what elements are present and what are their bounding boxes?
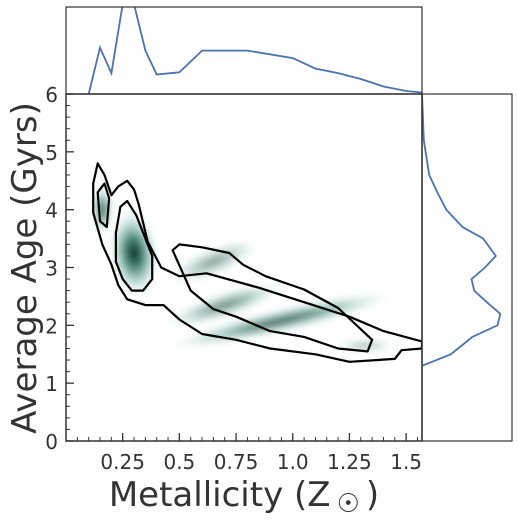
- x-axis-title: Metallicity (Z ☉): [109, 475, 379, 519]
- contour-inner-a: [96, 182, 111, 229]
- y-tick-label: 3: [45, 257, 58, 281]
- y-tick-label: 0: [45, 430, 58, 454]
- y-tick-label: 1: [45, 372, 58, 396]
- y-marginal-density-line: [422, 94, 502, 367]
- density-blob: [166, 291, 397, 350]
- y-tick-label: 4: [45, 199, 58, 223]
- x-tick-label: 0.75: [214, 450, 259, 474]
- right-marginal-frame: [421, 93, 513, 442]
- density-layer: [90, 184, 398, 354]
- x-tick-label: 1.0: [277, 450, 309, 474]
- density-blob: [166, 238, 260, 286]
- contour-outer: [92, 162, 422, 363]
- top-marginal-panel: [65, 6, 423, 95]
- x-marginal-density-line: [87, 7, 422, 94]
- y-axis-ticks: 0 1 2 3 4 5 6: [45, 83, 74, 454]
- contour-inner-c: [171, 243, 374, 353]
- x-tick-label: 1.5: [390, 450, 422, 474]
- y-tick-label: 5: [45, 141, 58, 165]
- contour-inner-b: [114, 199, 154, 292]
- density-blob: [164, 281, 286, 329]
- right-marginal-panel: [421, 93, 513, 442]
- y-tick-label: 6: [45, 83, 58, 107]
- x-axis-ticks: 0.25 0.5 0.75 1.0 1.25 1.5: [76, 433, 422, 474]
- x-tick-label: 0.25: [100, 450, 145, 474]
- contour-layer: [92, 162, 422, 363]
- y-axis-title: Average Age (Gyrs): [5, 102, 45, 434]
- y-tick-label: 2: [45, 314, 58, 338]
- x-tick-label: 1.25: [327, 450, 372, 474]
- main-plot-panel: 0.25 0.5 0.75 1.0 1.25 1.5 0 1 2 3 4 5 6: [45, 83, 423, 474]
- x-tick-label: 0.5: [163, 450, 195, 474]
